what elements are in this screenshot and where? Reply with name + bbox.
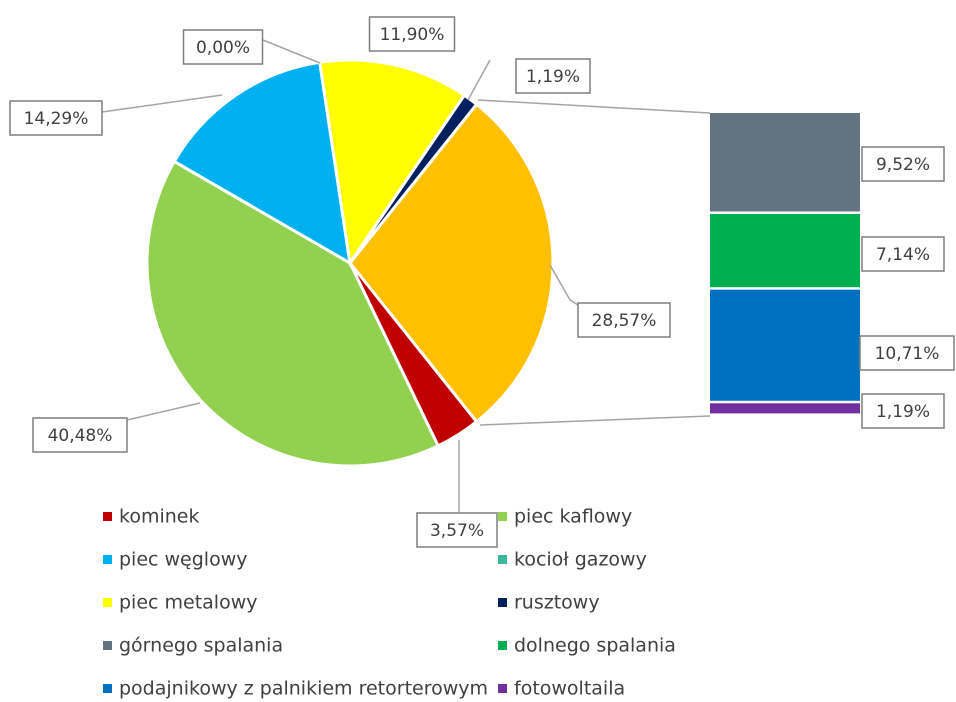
data-label: 11,90% — [380, 25, 445, 45]
data-label-box — [859, 335, 955, 371]
legend-label: górnego spalania — [119, 635, 283, 657]
pie-slice — [172, 60, 352, 266]
legend-marker — [498, 555, 507, 564]
legend-marker — [103, 684, 112, 693]
data-label: 7,14% — [876, 245, 930, 265]
bar-segment — [710, 403, 860, 414]
pie-slice — [348, 93, 479, 264]
legend-marker — [498, 512, 507, 521]
legend-label: kominek — [119, 506, 199, 528]
bar-segment — [710, 113, 860, 212]
legend-marker — [498, 641, 507, 650]
data-label-box — [861, 393, 945, 429]
data-label: 1,19% — [526, 67, 580, 87]
legend-marker — [498, 598, 507, 607]
data-label: 0,00% — [196, 38, 250, 58]
data-label: 9,52% — [876, 155, 930, 175]
leader-line — [126, 402, 201, 421]
legend-marker — [103, 641, 112, 650]
legend-label: kocioł gazowy — [514, 549, 647, 571]
data-label: 3,57% — [430, 521, 484, 541]
pie-slice — [318, 58, 467, 268]
bar-segment — [710, 289, 860, 401]
data-label: 10,71% — [875, 344, 940, 364]
data-label: 1,19% — [876, 402, 930, 422]
legend-label: podajnikowy z palnikiem retorterowym — [119, 678, 488, 700]
legend-label: fotowoltaila — [514, 678, 625, 700]
bar-segment — [710, 213, 860, 288]
legend-label: dolnego spalania — [514, 635, 676, 657]
legend-label: piec węglowy — [119, 549, 248, 571]
leader-line — [477, 99, 711, 114]
data-label: 14,29% — [24, 109, 89, 129]
data-label-box — [416, 512, 498, 548]
data-label-box — [861, 236, 945, 272]
data-label-box — [861, 146, 945, 182]
data-label-box — [515, 58, 591, 94]
data-label-box — [368, 16, 456, 52]
leader-line — [549, 264, 579, 306]
legend-label: piec kaflowy — [514, 506, 632, 528]
leader-line — [262, 39, 321, 64]
data-label: 28,57% — [592, 311, 657, 331]
data-label-box — [9, 100, 103, 136]
data-label-box — [577, 302, 671, 338]
data-label-box — [182, 29, 264, 65]
pie-slice — [145, 159, 441, 468]
pie-slice — [348, 102, 555, 424]
legend-marker — [103, 512, 112, 521]
leader-line — [101, 94, 223, 113]
leader-line — [467, 59, 491, 101]
legend-marker — [103, 598, 112, 607]
legend-marker — [498, 684, 507, 693]
legend-label: rusztowy — [514, 592, 600, 614]
legend-marker — [103, 555, 112, 564]
data-label: 40,48% — [48, 426, 113, 446]
leader-line — [479, 415, 711, 426]
data-label-box — [32, 417, 128, 453]
legend-label: piec metalowy — [119, 592, 258, 614]
